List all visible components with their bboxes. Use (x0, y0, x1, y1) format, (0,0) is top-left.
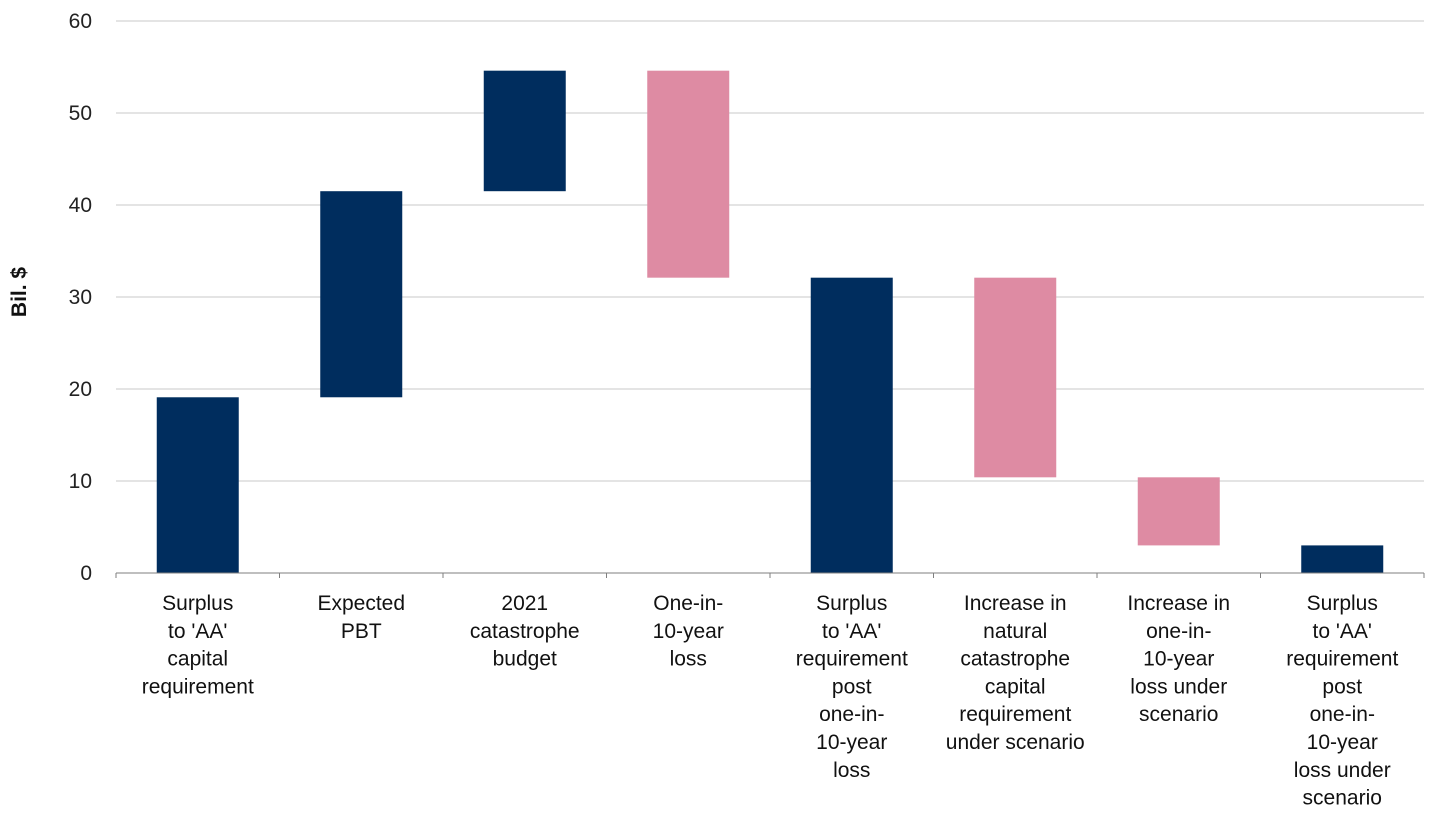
category-label-line: loss under (1294, 759, 1391, 782)
category-label-line: Surplus (816, 592, 887, 615)
bar-3 (483, 70, 566, 192)
category-label-line: requirement (1286, 648, 1398, 671)
bar-6 (974, 277, 1057, 478)
x-axis (115, 572, 1425, 578)
category-label: One-in- 10-year loss (653, 592, 724, 671)
category-label-line: Increase in (1127, 592, 1230, 615)
category-label-line: post (832, 675, 872, 698)
bar-5 (810, 277, 893, 573)
category-label-line: Expected (317, 592, 405, 615)
y-tick-label: 40 (69, 194, 92, 217)
category-label-line: capital (985, 675, 1046, 698)
category-label-line: one-in- (819, 703, 884, 726)
y-tick-labels: 0 10 20 30 40 50 60 (69, 10, 92, 585)
category-label: Surplus to 'AA' requirement post one-in- 10-y… (1286, 592, 1398, 810)
category-label-line: to 'AA' (822, 620, 881, 643)
category-labels: Surplus to 'AA' capital requirement Expected… (142, 592, 1399, 810)
category-label: Increase in natural catastrophe capital requ… (946, 592, 1085, 754)
category-label-line: scenario (1139, 703, 1218, 726)
category-label-line: loss (670, 648, 707, 671)
bar-1 (156, 397, 239, 573)
gridlines (116, 20, 1424, 482)
category-label-line: Surplus (162, 592, 233, 615)
bar-7 (1137, 477, 1220, 546)
category-label: Surplus to 'AA' requirement post one-in- 10-y… (796, 592, 908, 782)
category-label-line: to 'AA' (1313, 620, 1372, 643)
category-label: Expected PBT (317, 592, 405, 643)
bars (156, 70, 1384, 573)
y-tick-label: 30 (69, 286, 92, 309)
y-tick-label: 0 (80, 562, 92, 585)
y-tick-label: 10 (69, 470, 92, 493)
category-label-line: catastrophe (470, 620, 580, 643)
category-label-line: requirement (959, 703, 1071, 726)
category-label: 2021 catastrophe budget (470, 592, 580, 671)
category-label-line: 10-year (816, 731, 887, 754)
category-label-line: 10-year (653, 620, 724, 643)
category-label-line: Increase in (964, 592, 1067, 615)
category-label-line: requirement (142, 675, 254, 698)
category-label-line: under scenario (946, 731, 1085, 754)
category-label-line: one-in- (1310, 703, 1375, 726)
category-label-line: requirement (796, 648, 908, 671)
category-label-line: catastrophe (960, 648, 1070, 671)
category-label-line: 2021 (501, 592, 548, 615)
category-label-line: 10-year (1143, 648, 1214, 671)
category-label-line: scenario (1303, 787, 1382, 810)
category-label: Surplus to 'AA' capital requirement (142, 592, 254, 698)
y-axis-label: Bil. $ (8, 267, 31, 318)
y-tick-label: 60 (69, 10, 92, 33)
category-label-line: loss (833, 759, 870, 782)
category-label-line: one-in- (1146, 620, 1211, 643)
category-label-line: post (1322, 675, 1362, 698)
category-label-line: to 'AA' (168, 620, 227, 643)
bar-4 (647, 70, 730, 278)
category-label-line: Surplus (1307, 592, 1378, 615)
bar-2 (320, 191, 403, 398)
category-label: Increase in one-in- 10-year loss under scena… (1127, 592, 1230, 726)
bar-8 (1301, 545, 1384, 573)
category-label-line: One-in- (653, 592, 723, 615)
y-tick-label: 50 (69, 102, 92, 125)
category-label-line: natural (983, 620, 1047, 643)
category-label-line: 10-year (1307, 731, 1378, 754)
category-label-line: loss under (1130, 675, 1227, 698)
category-label-line: capital (167, 648, 228, 671)
category-label-line: PBT (341, 620, 382, 643)
y-tick-label: 20 (69, 378, 92, 401)
category-label-line: budget (493, 648, 557, 671)
